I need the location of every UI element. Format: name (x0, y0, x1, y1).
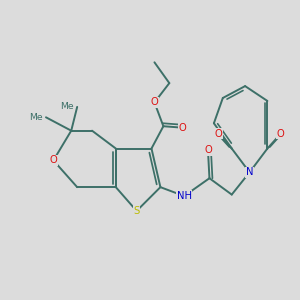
Text: O: O (204, 145, 212, 155)
Text: O: O (179, 123, 187, 133)
Text: O: O (50, 155, 57, 165)
Text: O: O (277, 129, 285, 139)
Text: S: S (134, 206, 140, 216)
Text: N: N (246, 167, 253, 177)
Text: O: O (214, 129, 222, 139)
Text: NH: NH (177, 191, 192, 201)
Text: Me: Me (29, 113, 43, 122)
Text: Me: Me (61, 102, 74, 111)
Text: O: O (151, 98, 158, 107)
